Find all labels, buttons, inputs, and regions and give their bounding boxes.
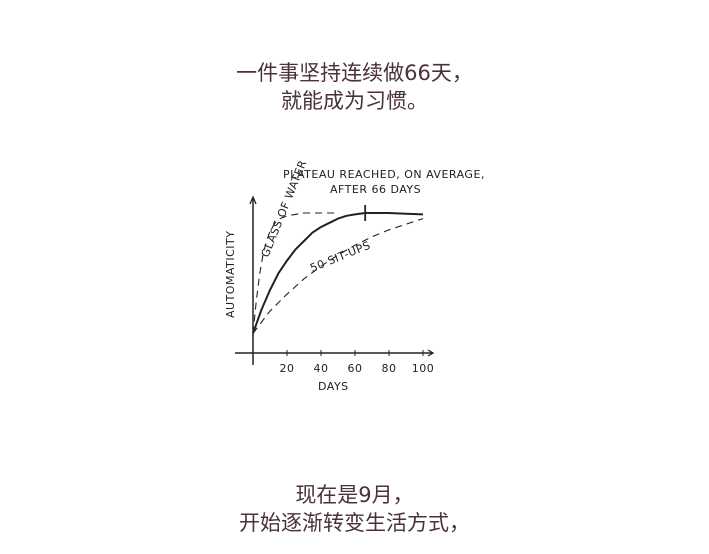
y-axis-arrow [249,195,257,205]
x-axis-label: DAYS [318,380,349,393]
headline-line-2: 就能成为习惯。 [281,89,428,113]
headline-line-1: 一件事坚持连续做66天， [236,61,473,85]
chart-title-line-1: PLATEAU REACHED, ON AVERAGE, [283,168,485,181]
x-tick-label: 100 [412,362,435,375]
footer-line-1: 现在是9月， [295,483,414,507]
x-tick-label: 40 [314,362,329,375]
x-tick-label: 80 [382,362,397,375]
series-line-0 [252,212,424,334]
x-axis-arrow [427,349,435,357]
series-line-1 [252,212,338,334]
y-axis-label: AUTOMATICITY [224,231,237,318]
x-tick-label: 60 [348,362,363,375]
x-tick-label: 20 [280,362,295,375]
series-label-50-sit-ups: 50 SIT-UPS [308,239,372,275]
footer-line-2: 开始逐渐转变生活方式， [239,511,470,535]
chart-title-line-2: AFTER 66 DAYS [330,183,421,196]
